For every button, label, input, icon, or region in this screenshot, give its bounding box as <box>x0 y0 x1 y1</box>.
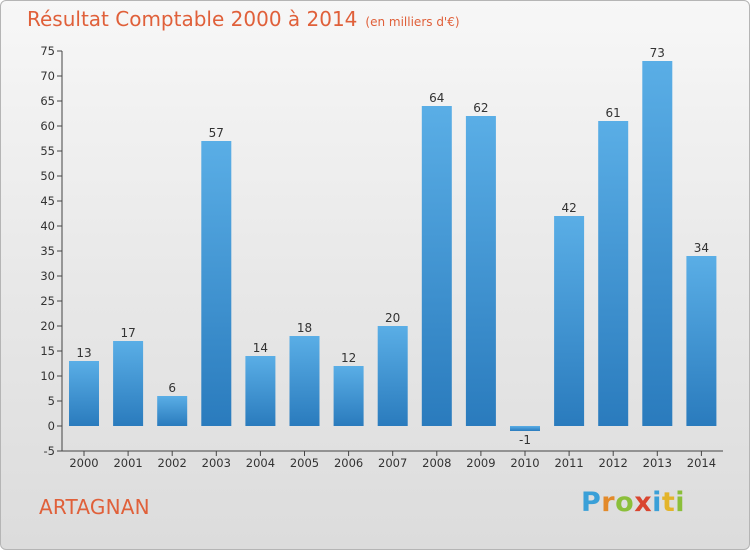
y-tick-label: 65 <box>40 94 55 108</box>
x-tick-label: 2007 <box>378 456 407 470</box>
bar <box>69 361 99 426</box>
bar <box>245 356 276 426</box>
chart-title: Résultat Comptable 2000 à 2014 (en millie… <box>27 7 460 31</box>
y-tick-label: 25 <box>40 294 55 308</box>
bar <box>377 326 408 426</box>
bar <box>157 396 188 426</box>
data-label: 13 <box>76 346 91 360</box>
y-tick-label: 15 <box>40 344 55 358</box>
y-tick-label: -5 <box>44 444 55 458</box>
bar <box>554 216 585 426</box>
x-tick-label: 2014 <box>687 456 716 470</box>
data-label: 61 <box>606 106 621 120</box>
x-tick-label: 2006 <box>334 456 363 470</box>
bar <box>510 426 540 431</box>
x-tick-label: 2009 <box>466 456 495 470</box>
data-label: 73 <box>650 46 665 60</box>
data-label: 17 <box>120 326 135 340</box>
logo-letter: x <box>634 487 653 518</box>
data-label: 57 <box>209 126 224 140</box>
logo-letter: t <box>661 487 676 518</box>
x-tick-label: 2003 <box>202 456 231 470</box>
y-tick-label: 45 <box>40 194 55 208</box>
bar <box>289 336 320 426</box>
x-tick-label: 2011 <box>554 456 583 470</box>
chart-title-text: Résultat Comptable 2000 à 2014 <box>27 7 358 31</box>
y-tick-label: 55 <box>40 144 55 158</box>
y-tick-label: 10 <box>40 369 55 383</box>
bar <box>421 106 452 426</box>
data-label: 34 <box>694 241 709 255</box>
bar <box>333 366 364 426</box>
town-name: ARTAGNAN <box>39 495 150 519</box>
x-tick-label: 2000 <box>69 456 98 470</box>
x-tick-label: 2002 <box>158 456 187 470</box>
y-tick-label: 40 <box>40 219 55 233</box>
data-label: 12 <box>341 351 356 365</box>
bar <box>642 61 673 426</box>
chart-subtitle: (en milliers d'€) <box>365 15 460 29</box>
y-tick-label: 35 <box>40 244 55 258</box>
bar <box>113 341 144 426</box>
data-label: -1 <box>519 433 531 447</box>
data-label: 14 <box>253 341 268 355</box>
x-tick-label: 2008 <box>422 456 451 470</box>
bar <box>686 256 717 426</box>
y-tick-label: 30 <box>40 269 55 283</box>
x-tick-label: 2005 <box>290 456 319 470</box>
data-label: 18 <box>297 321 312 335</box>
data-label: 62 <box>473 101 488 115</box>
x-tick-label: 2013 <box>643 456 672 470</box>
bar <box>598 121 629 426</box>
y-tick-label: 0 <box>48 419 55 433</box>
logo-letter: r <box>601 487 616 518</box>
y-tick-label: 20 <box>40 319 55 333</box>
y-tick-label: 75 <box>40 44 55 58</box>
x-tick-label: 2012 <box>599 456 628 470</box>
logo-letter: i <box>675 487 686 518</box>
y-tick-label: 60 <box>40 119 55 133</box>
y-tick-label: 70 <box>40 69 55 83</box>
y-tick-label: 5 <box>48 394 55 408</box>
logo-letter: o <box>615 487 635 518</box>
logo-letter: i <box>652 487 662 518</box>
data-label: 20 <box>385 311 400 325</box>
logo-letter: P <box>581 487 602 518</box>
data-label: 64 <box>429 91 444 105</box>
bar <box>465 116 496 426</box>
x-tick-label: 2004 <box>246 456 275 470</box>
x-tick-label: 2010 <box>510 456 539 470</box>
x-tick-label: 2001 <box>113 456 142 470</box>
bar <box>201 141 232 426</box>
y-tick-label: 50 <box>40 169 55 183</box>
proxiti-logo: Proxiti <box>581 487 685 518</box>
data-label: 6 <box>168 381 176 395</box>
data-label: 42 <box>561 201 576 215</box>
